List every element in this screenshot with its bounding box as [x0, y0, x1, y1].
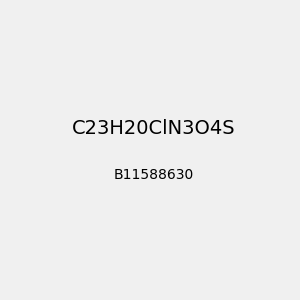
Text: C23H20ClN3O4S: C23H20ClN3O4S [72, 119, 236, 138]
Text: B11588630: B11588630 [114, 168, 194, 182]
